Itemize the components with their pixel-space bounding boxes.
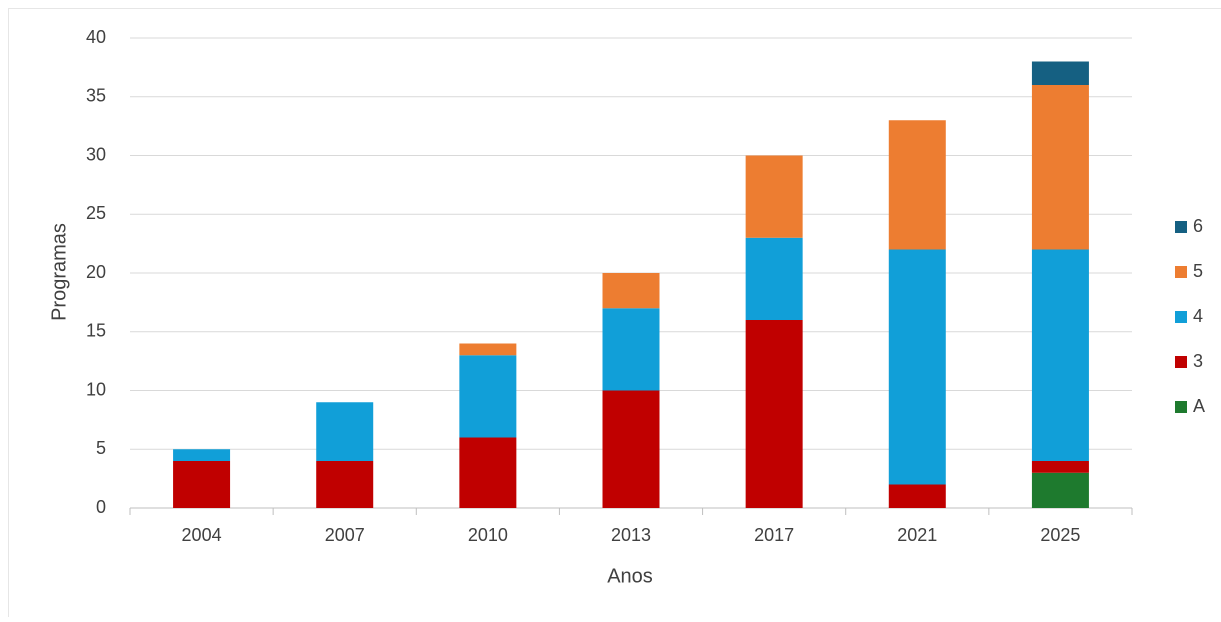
legend-label: 3 — [1193, 351, 1203, 371]
legend-label: 5 — [1193, 261, 1203, 281]
bar-segment — [1032, 85, 1089, 250]
x-tick-label: 2007 — [325, 525, 365, 545]
y-axis-label: Programas — [48, 223, 70, 321]
bar-segment — [459, 344, 516, 356]
legend-swatch — [1175, 401, 1187, 413]
x-tick-label: 2017 — [754, 525, 794, 545]
bar-segment — [603, 308, 660, 390]
y-tick-label: 30 — [86, 144, 106, 164]
legend-swatch — [1175, 266, 1187, 278]
y-tick-label: 40 — [86, 27, 106, 47]
bar-segment — [746, 238, 803, 320]
x-axis-label: Anos — [607, 565, 653, 587]
x-tick-label: 2004 — [182, 525, 222, 545]
y-tick-label: 25 — [86, 203, 106, 223]
bar-segment — [1032, 62, 1089, 86]
bar-segment — [173, 449, 230, 461]
legend-label: A — [1193, 396, 1205, 416]
bar-segment — [459, 438, 516, 509]
bar-segment — [889, 250, 946, 485]
y-tick-label: 15 — [86, 321, 106, 341]
bar-segment — [1032, 250, 1089, 462]
y-tick-label: 20 — [86, 262, 106, 282]
legend-swatch — [1175, 311, 1187, 323]
bar-segment — [889, 485, 946, 509]
bar-segment — [1032, 473, 1089, 508]
legend-swatch — [1175, 221, 1187, 233]
bar-segment — [316, 461, 373, 508]
bar-segment — [746, 320, 803, 508]
bar-segment — [1032, 461, 1089, 473]
legend-swatch — [1175, 356, 1187, 368]
y-tick-label: 35 — [86, 86, 106, 106]
bar-segment — [603, 273, 660, 308]
y-tick-label: 0 — [96, 497, 106, 517]
y-tick-label: 5 — [96, 438, 106, 458]
x-tick-label: 2025 — [1040, 525, 1080, 545]
legend-label: 4 — [1193, 306, 1203, 326]
bar-segment — [459, 355, 516, 437]
bar-segment — [603, 391, 660, 509]
y-tick-label: 10 — [86, 379, 106, 399]
x-tick-label: 2021 — [897, 525, 937, 545]
x-tick-label: 2010 — [468, 525, 508, 545]
bar-segment — [889, 120, 946, 249]
bar-segment — [316, 402, 373, 461]
legend-label: 6 — [1193, 216, 1203, 236]
bar-segment — [173, 461, 230, 508]
bar-segment — [746, 156, 803, 238]
x-tick-label: 2013 — [611, 525, 651, 545]
